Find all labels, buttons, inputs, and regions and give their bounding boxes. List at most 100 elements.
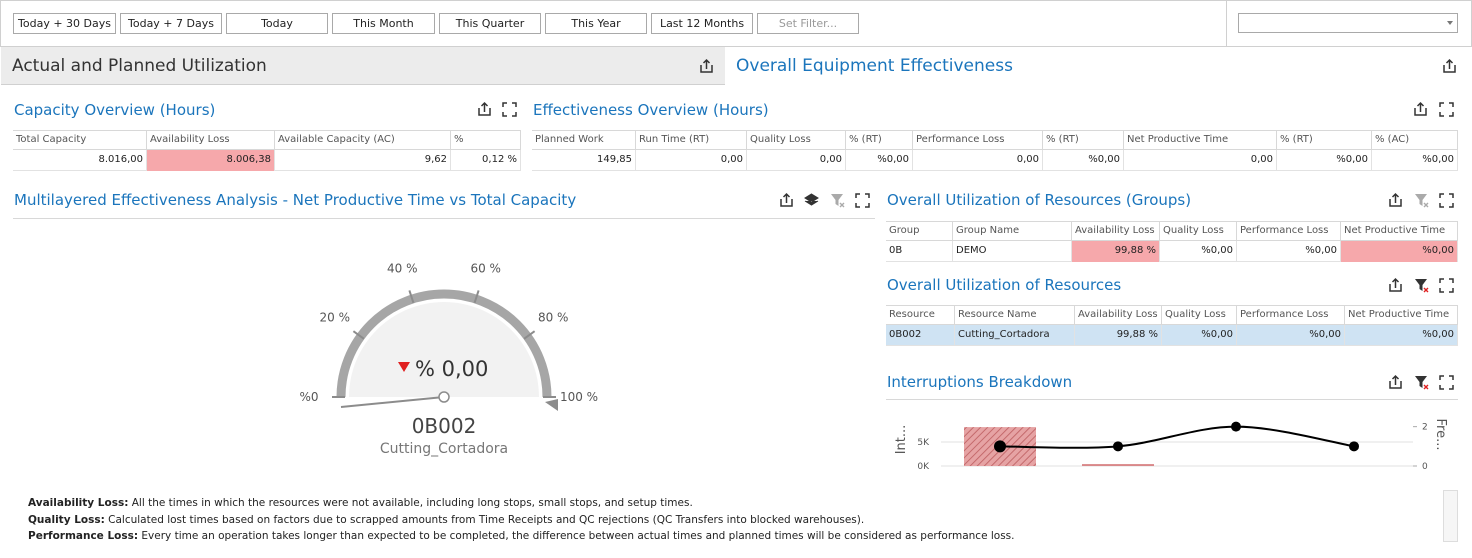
icon-shape bbox=[1415, 194, 1427, 206]
icon-max[interactable] bbox=[502, 102, 517, 117]
icon-shape bbox=[1439, 193, 1454, 208]
icon-export[interactable] bbox=[780, 192, 793, 207]
line-point bbox=[1231, 421, 1241, 432]
icon-shape bbox=[700, 58, 713, 73]
tab-active[interactable]: Actual and Planned Utilization bbox=[1, 47, 725, 85]
icon-filter-red[interactable] bbox=[1415, 376, 1429, 390]
column-header: Performance Loss bbox=[1237, 305, 1345, 325]
toolbar-button[interactable]: This Month bbox=[332, 13, 435, 34]
icon-max[interactable] bbox=[1439, 278, 1454, 293]
table-cell: 8.006,38 bbox=[147, 150, 275, 171]
table-cell: 0,00 bbox=[747, 150, 846, 171]
gauge-tick-label: 20 % bbox=[320, 311, 351, 325]
icon-export[interactable] bbox=[1389, 277, 1402, 292]
column-header: Planned Work bbox=[532, 130, 636, 150]
note-term: Quality Loss: bbox=[28, 514, 105, 526]
table-cell: 0,00 bbox=[913, 150, 1043, 171]
icon-shape bbox=[478, 101, 491, 116]
tab-title[interactable]: Overall Equipment Effectiveness bbox=[736, 56, 1013, 76]
table-cell: %0,00 bbox=[846, 150, 913, 171]
icon-shape bbox=[1423, 384, 1429, 390]
tab-title: Actual and Planned Utilization bbox=[12, 56, 267, 76]
table-cell: %0,00 bbox=[1043, 150, 1124, 171]
table-cell: %0,00 bbox=[1160, 241, 1237, 262]
icon-max[interactable] bbox=[1439, 375, 1454, 390]
column-header: Net Productive Time bbox=[1341, 221, 1458, 241]
table-cell: Cutting_Cortadora bbox=[955, 325, 1075, 346]
column-header: % (RT) bbox=[1277, 130, 1372, 150]
icon-shape bbox=[1415, 376, 1427, 388]
table-cell: 0B bbox=[886, 241, 953, 262]
column-header: % bbox=[451, 130, 521, 150]
icon-shape bbox=[780, 192, 793, 207]
table-cell: 9,62 bbox=[275, 150, 451, 171]
icon-export[interactable] bbox=[1443, 58, 1456, 73]
toolbar-button[interactable]: This Quarter bbox=[439, 13, 541, 34]
icon-export[interactable] bbox=[1414, 101, 1427, 116]
table-row[interactable] bbox=[532, 150, 1458, 171]
table-cell: 8.016,00 bbox=[13, 150, 147, 171]
panel-title: Interruptions Breakdown bbox=[887, 373, 1073, 391]
icon-max[interactable] bbox=[855, 193, 870, 208]
icon-shape bbox=[1389, 374, 1402, 389]
panel-title: Multilayered Effectiveness Analysis - Ne… bbox=[14, 191, 577, 209]
icon-max[interactable] bbox=[1439, 102, 1454, 117]
note-term: Performance Loss: bbox=[28, 530, 139, 542]
toolbar-button[interactable]: Today bbox=[226, 13, 328, 34]
icon-filter-gray[interactable] bbox=[1415, 194, 1429, 208]
toolbar-button[interactable]: Today + 7 Days bbox=[120, 13, 222, 34]
table-row[interactable] bbox=[886, 325, 1458, 346]
icon-filter-gray[interactable] bbox=[831, 194, 845, 208]
icon-max[interactable] bbox=[1439, 193, 1454, 208]
column-header: Quality Loss bbox=[1162, 305, 1237, 325]
table-cell: %0,00 bbox=[1277, 150, 1372, 171]
note: Performance Loss: Every time an operatio… bbox=[28, 530, 1014, 542]
panel-title: Overall Utilization of Resources (Groups… bbox=[887, 191, 1192, 209]
icon-shape bbox=[1414, 101, 1427, 116]
gauge-needle bbox=[340, 396, 445, 408]
icon-shape bbox=[1443, 58, 1456, 73]
icon-export[interactable] bbox=[478, 101, 491, 116]
column-header: Group bbox=[886, 221, 953, 241]
dropdown[interactable] bbox=[1238, 13, 1458, 33]
icon-shape bbox=[839, 202, 845, 208]
column-header: Net Productive Time bbox=[1124, 130, 1277, 150]
column-header: Group Name bbox=[953, 221, 1072, 241]
icon-shape bbox=[831, 194, 843, 206]
icon-shape bbox=[1389, 277, 1402, 292]
table-cell: %0,00 bbox=[1237, 325, 1345, 346]
icon-layers[interactable] bbox=[804, 193, 819, 206]
separator bbox=[1226, 1, 1227, 46]
line bbox=[999, 425, 1355, 449]
y2-tick-label: 0 bbox=[1422, 462, 1428, 472]
icon-shape bbox=[1439, 102, 1454, 117]
gauge-tick-label: 60 % bbox=[470, 262, 501, 276]
icon-export[interactable] bbox=[700, 58, 713, 73]
scrollbar[interactable] bbox=[1443, 490, 1458, 542]
panel-title: Capacity Overview (Hours) bbox=[14, 101, 216, 119]
dropdown-arrow bbox=[1447, 21, 1453, 25]
table-cell: 99,88 % bbox=[1072, 241, 1160, 262]
icon-shape bbox=[502, 102, 517, 117]
note-text: Every time an operation takes longer tha… bbox=[141, 530, 1015, 542]
gauge-tick bbox=[408, 290, 415, 304]
table-cell: 0B002 bbox=[886, 325, 955, 346]
trend-down-icon bbox=[398, 362, 410, 372]
column-header: Resource bbox=[886, 305, 955, 325]
toolbar-button[interactable]: This Year bbox=[545, 13, 647, 34]
table-cell: 0,00 bbox=[636, 150, 747, 171]
toolbar-button[interactable]: Today + 30 Days bbox=[13, 13, 116, 34]
table-cell: 149,85 bbox=[532, 150, 636, 171]
icon-export[interactable] bbox=[1389, 374, 1402, 389]
y-tick-label: 5K bbox=[917, 438, 930, 448]
filter-input[interactable]: Set Filter... bbox=[757, 13, 859, 34]
toolbar-button[interactable]: Last 12 Months bbox=[651, 13, 753, 34]
icon-export[interactable] bbox=[1389, 192, 1402, 207]
icon-shape bbox=[1439, 278, 1454, 293]
line-point bbox=[1113, 441, 1123, 452]
table-row[interactable] bbox=[886, 241, 1458, 262]
line-point bbox=[1349, 441, 1359, 452]
icon-filter-red[interactable] bbox=[1415, 279, 1429, 293]
column-header: Net Productive Time bbox=[1345, 305, 1458, 325]
